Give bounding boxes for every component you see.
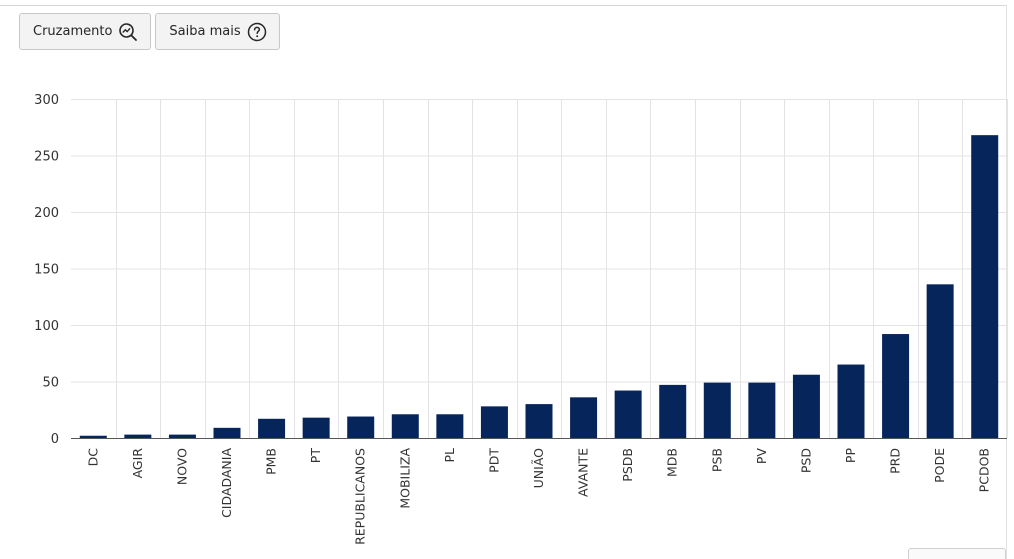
bar[interactable]	[525, 404, 553, 438]
bars	[79, 135, 999, 438]
x-tick-label: PSB	[709, 448, 724, 472]
y-tick-labels: 0 50 100 150 200 250 300	[34, 93, 59, 447]
saiba-mais-button[interactable]: Saiba mais	[155, 13, 280, 50]
top-divider	[0, 5, 1007, 6]
x-tick-label: NOVO	[174, 448, 189, 485]
bar[interactable]	[480, 406, 508, 438]
x-tick-label: PL	[442, 448, 457, 463]
help-circle-icon	[247, 22, 267, 42]
bar[interactable]	[971, 135, 999, 438]
x-tick-label: PSDB	[620, 448, 635, 482]
y-tick-label: 100	[34, 319, 59, 334]
bar[interactable]	[703, 382, 731, 438]
bar[interactable]	[837, 364, 865, 438]
bar[interactable]	[391, 414, 419, 438]
x-tick-label: PRD	[888, 448, 903, 474]
bar[interactable]	[213, 427, 241, 438]
bar[interactable]	[168, 434, 196, 438]
y-tick-label: 200	[34, 206, 59, 221]
bar[interactable]	[347, 416, 375, 438]
x-tick-label: PDT	[486, 448, 501, 473]
x-tick-label: PMB	[264, 448, 279, 475]
x-tick-label: DC	[85, 448, 100, 467]
bar[interactable]	[302, 417, 330, 438]
y-tick-label: 50	[42, 376, 59, 391]
x-tick-label: CIDADANIA	[219, 448, 234, 518]
chart-toolbar: Cruzamento Saiba mais	[19, 13, 280, 50]
x-tick-label: PP	[843, 448, 858, 464]
bar[interactable]	[258, 418, 286, 438]
bar[interactable]	[436, 414, 464, 438]
y-tick-label: 0	[51, 432, 59, 447]
corner-panel-edge	[908, 548, 1006, 559]
x-tick-label: MOBILIZA	[397, 448, 412, 509]
grid-lines	[71, 99, 1008, 438]
cruzamento-button[interactable]: Cruzamento	[19, 13, 152, 50]
bar[interactable]	[614, 390, 642, 438]
x-tick-label: PSD	[798, 448, 813, 473]
saiba-mais-label: Saiba mais	[169, 24, 241, 39]
y-tick-label: 250	[34, 150, 59, 165]
x-tick-label: AGIR	[130, 448, 145, 479]
bar[interactable]	[792, 374, 820, 438]
bar[interactable]	[570, 397, 598, 438]
bar[interactable]	[882, 334, 910, 438]
bar[interactable]	[79, 435, 107, 438]
chart-search-icon	[118, 22, 138, 42]
y-tick-label: 300	[34, 93, 59, 108]
bar[interactable]	[659, 384, 687, 438]
x-tick-label: AVANTE	[576, 448, 591, 497]
x-tick-labels: DC AGIR NOVO CIDADANIA PMB PT REPUBLICANOS MOBI…	[85, 448, 991, 545]
right-divider	[1006, 5, 1007, 559]
x-tick-label: PV	[754, 448, 769, 465]
x-tick-label: UNIÃO	[531, 448, 546, 489]
x-tick-label: PT	[308, 448, 323, 464]
x-tick-label: MDB	[665, 448, 680, 477]
cruzamento-label: Cruzamento	[33, 24, 113, 39]
x-tick-label: PCDOB	[977, 448, 992, 492]
x-tick-label: REPUBLICANOS	[353, 448, 368, 545]
x-tick-label: PODE	[932, 448, 947, 483]
bar[interactable]	[124, 434, 152, 438]
bar[interactable]	[926, 284, 954, 438]
bar[interactable]	[748, 382, 776, 438]
y-tick-label: 150	[34, 263, 59, 278]
